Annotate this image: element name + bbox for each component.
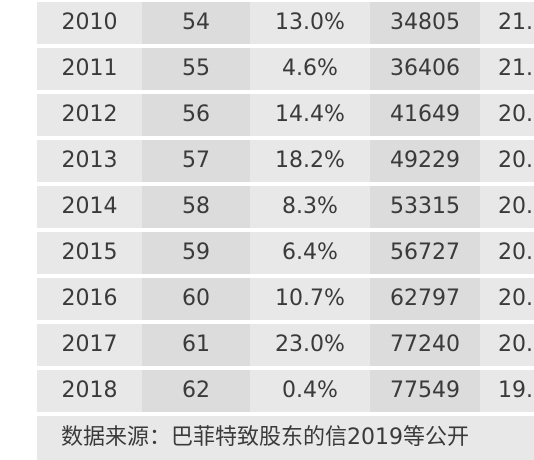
table-cell: 23.0% — [250, 324, 370, 366]
table-cell: 53315 — [370, 186, 480, 228]
table-cell: 34805 — [370, 2, 480, 44]
table-cell: 20.8 — [480, 140, 534, 182]
table-cell: 36406 — [370, 48, 480, 90]
table-cell: 62797 — [370, 278, 480, 320]
table-cell: 77549 — [370, 370, 480, 412]
table-cell: 58 — [142, 186, 250, 228]
table-cell: 2016 — [37, 278, 142, 320]
table-cell: 6.4% — [250, 232, 370, 274]
table-cell: 2013 — [37, 140, 142, 182]
table-cell: 20. — [480, 324, 534, 366]
table-cell: 14.4% — [250, 94, 370, 136]
table-cell: 60 — [142, 278, 250, 320]
table-cell: 55 — [142, 48, 250, 90]
table-cell: 21.0 — [480, 48, 534, 90]
table-cell: 2011 — [37, 48, 142, 90]
table-cell: 61 — [142, 324, 250, 366]
table-cell: 77240 — [370, 324, 480, 366]
table-cell: 18.2% — [250, 140, 370, 182]
table-cell: 0.4% — [250, 370, 370, 412]
table-cell: 62 — [142, 370, 250, 412]
table-cell: 21. — [480, 2, 534, 44]
table-cell: 2010 — [37, 2, 142, 44]
table-cell: 56 — [142, 94, 250, 136]
table-cell: 56727 — [370, 232, 480, 274]
table-cell: 10.7% — [250, 278, 370, 320]
table-cell: 2017 — [37, 324, 142, 366]
table-cell: 20. — [480, 232, 534, 274]
table-cell: 41649 — [370, 94, 480, 136]
table-cell: 19.9 — [480, 370, 534, 412]
source-note: 数据来源：巴菲特致股东的信2019等公开 — [37, 416, 534, 460]
table-cell: 4.6% — [250, 48, 370, 90]
table-cell: 8.3% — [250, 186, 370, 228]
table-cell: 2014 — [37, 186, 142, 228]
table-cell: 54 — [142, 2, 250, 44]
table-cell: 20. — [480, 278, 534, 320]
table-cell: 2015 — [37, 232, 142, 274]
table-cell: 20.9 — [480, 94, 534, 136]
table-cell: 57 — [142, 140, 250, 182]
table-cell: 13.0% — [250, 2, 370, 44]
table-cell: 2012 — [37, 94, 142, 136]
table-cell: 59 — [142, 232, 250, 274]
table-cell: 49229 — [370, 140, 480, 182]
table-cell: 2018 — [37, 370, 142, 412]
table-cell: 20.6 — [480, 186, 534, 228]
